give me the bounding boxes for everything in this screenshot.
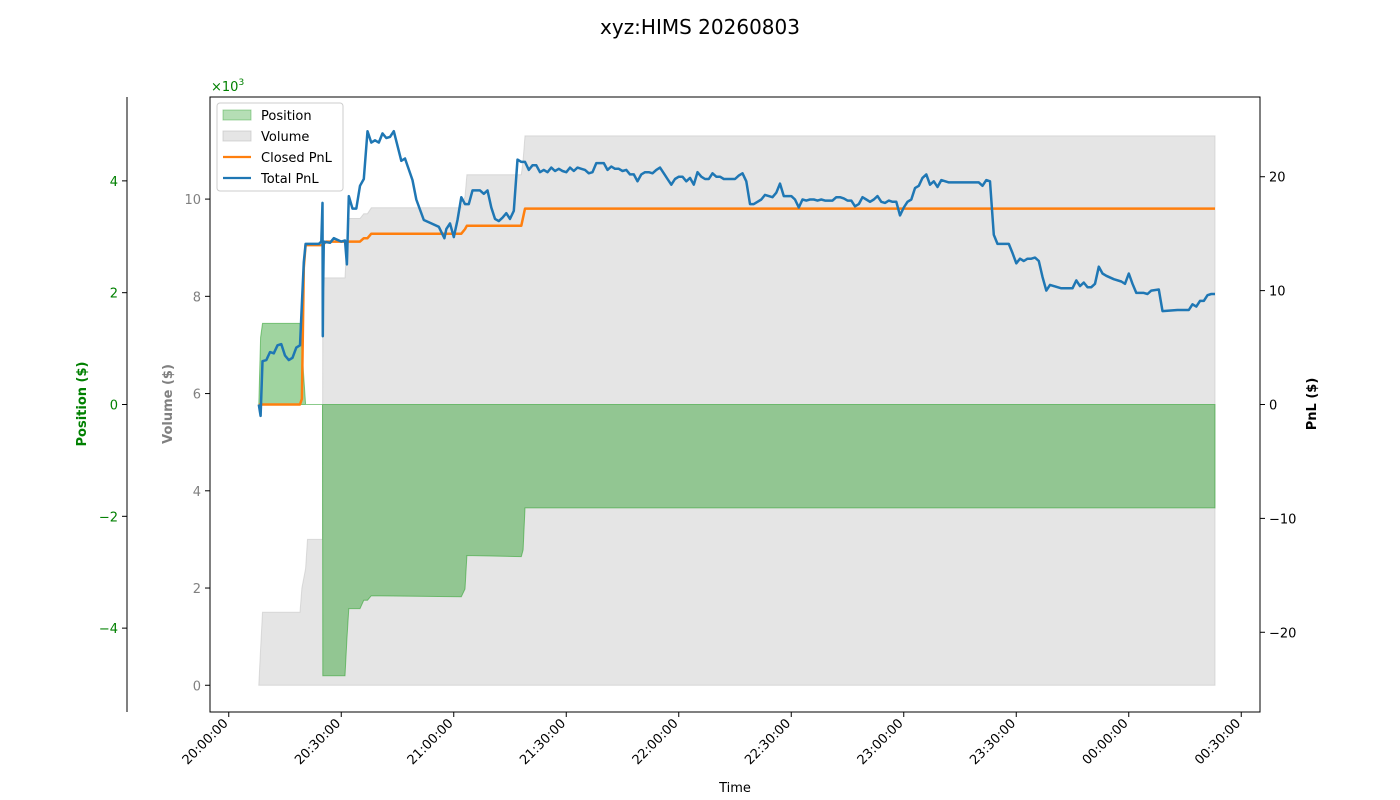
x-tick-label: 23:00:00 [855,716,907,768]
position-axis-label: Position ($) [75,362,90,447]
legend-label-total-pnl: Total PnL [260,172,319,187]
pnl-axis-label: PnL ($) [1305,378,1320,431]
x-tick-label: 20:00:00 [180,716,232,768]
pnl-tick-label: 20 [1269,171,1286,186]
multiplier-base: ×10 [211,80,238,95]
volume-tick-label: 8 [193,290,201,305]
position-tick-label: 2 [110,287,118,302]
legend-label-position: Position [261,109,312,124]
total-pnl-series [257,129,1215,418]
volume-axis: 0 2 4 6 8 10 [184,193,210,694]
position-axis: −4 −2 0 2 4 [99,175,127,637]
closed-pnl-line [258,207,1215,406]
volume-axis-label: Volume ($) [161,364,176,444]
pnl-tick-label: −20 [1269,626,1296,641]
x-tick-label: 22:00:00 [630,716,682,768]
chart-title: xyz:HIMS 20260803 [600,15,800,39]
legend: Position Volume Closed PnL Total PnL [216,102,344,192]
legend-swatch-volume [222,130,252,142]
position-tick-label: 4 [110,175,118,190]
position-tick-label: 0 [110,399,118,414]
volume-tick-label: 0 [193,679,201,694]
x-tick-label: 00:30:00 [1192,716,1244,768]
pnl-tick-label: −10 [1269,512,1296,527]
pnl-tick-label: 0 [1269,399,1277,414]
position-tick-label: −2 [99,510,118,525]
legend-label-volume: Volume [261,130,309,145]
legend-swatch-position [222,109,252,121]
volume-tick-label: 4 [193,485,201,500]
volume-area [258,135,1216,686]
volume-series [258,135,1216,686]
x-tick-label: 22:30:00 [742,716,794,768]
position-axis-multiplier: ×103 [211,78,244,95]
x-axis: 20:00:00 20:30:00 21:00:00 21:30:00 22:00:00… [180,712,1244,768]
volume-tick-label: 2 [193,582,201,597]
legend-frame [216,102,344,192]
volume-tick-label: 10 [184,193,201,208]
legend-label-closed-pnl: Closed PnL [261,151,333,166]
pnl-tick-label: 10 [1269,285,1286,300]
total-pnl-line [257,129,1215,418]
x-tick-label: 00:00:00 [1080,716,1132,768]
x-tick-label: 23:30:00 [967,716,1019,768]
x-tick-label: 21:30:00 [517,716,569,768]
multiplier-exponent: 3 [238,78,244,88]
pnl-axis: −20 −10 0 10 20 [1260,171,1296,641]
closed-pnl-series [258,207,1215,406]
x-tick-label: 21:00:00 [405,716,457,768]
position-tick-label: −4 [99,622,118,637]
x-tick-label: 20:30:00 [292,716,344,768]
x-axis-label: Time [718,781,751,796]
volume-tick-label: 6 [193,388,201,403]
